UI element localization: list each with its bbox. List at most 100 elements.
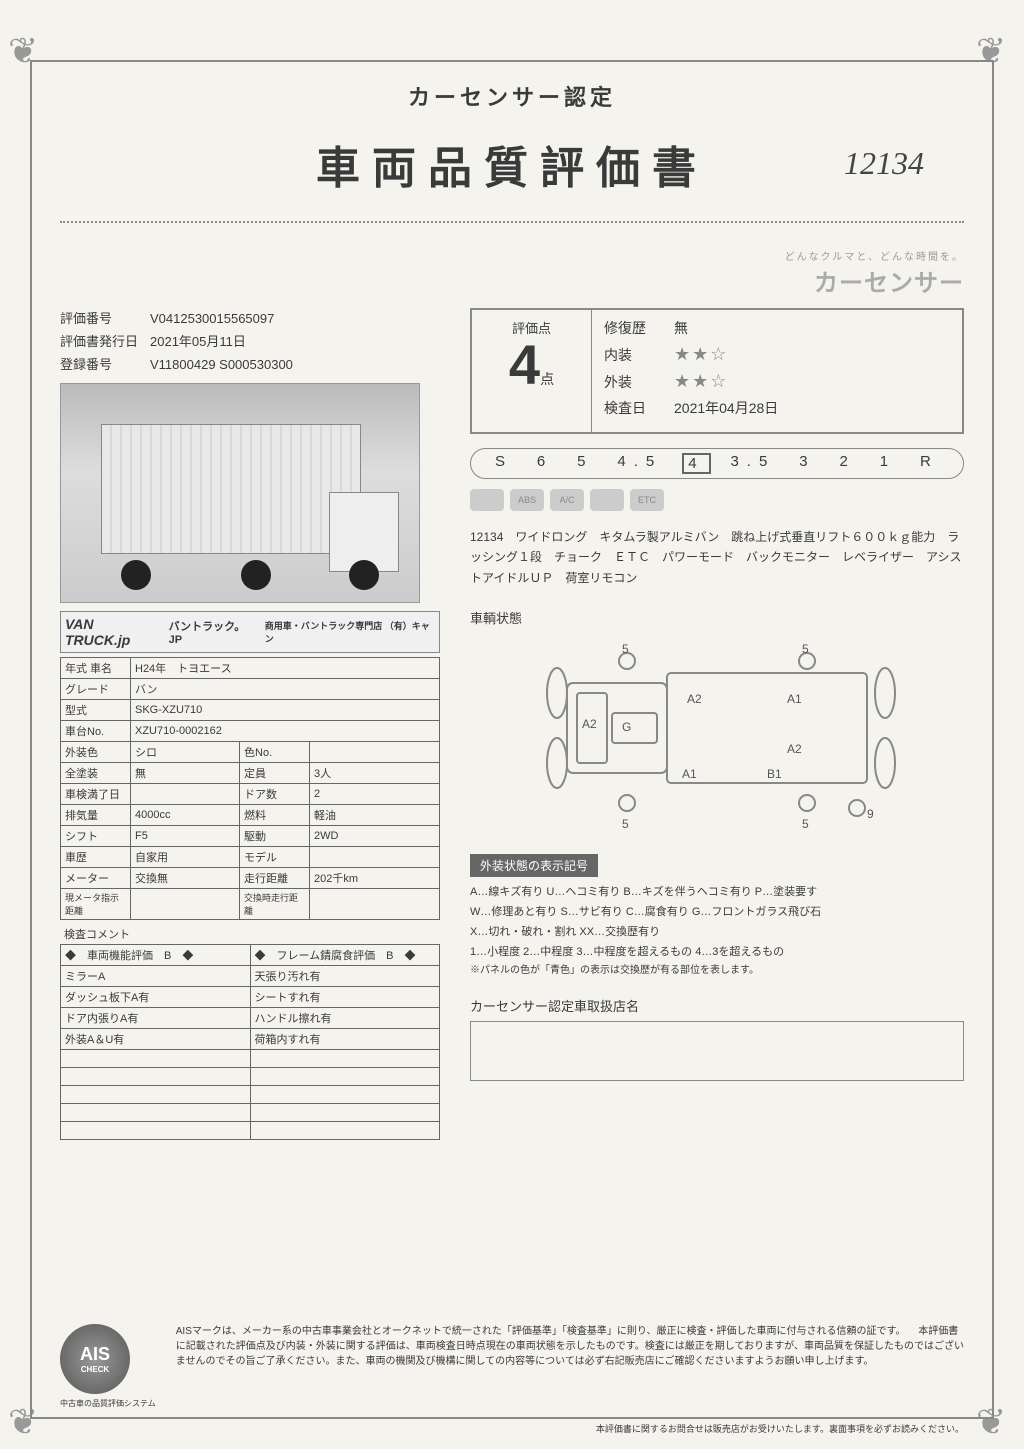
dealer-title: カーセンサー認定車取扱店名 (470, 996, 964, 1015)
legend-line: X…切れ・破れ・割れ XX…交換歴有り (470, 923, 964, 943)
diagram-title: 車輌状態 (470, 608, 964, 627)
spec-label: モデル (240, 847, 310, 868)
repair-value: 無 (674, 318, 688, 338)
spec-value: 交換無 (131, 868, 240, 889)
issue-date: 2021年05月11日 (150, 334, 246, 349)
dealer-logo-bar: VAN TRUCK.jp バントラック。JP 商用車・バントラック専門店 （有）… (60, 611, 440, 653)
scale-item: S (491, 453, 517, 474)
repair-label: 修復歴 (604, 318, 674, 338)
brand-tagline: どんなクルマと、どんな時間を。 (60, 248, 964, 263)
comment-cell: ハンドル擦れ有 (250, 1008, 440, 1029)
separator (60, 221, 964, 223)
scale-item: 6 (533, 453, 557, 474)
comment-header: 検査コメント (60, 924, 440, 944)
scale-item: 1 (876, 453, 900, 474)
spec-value: XZU710-0002162 (131, 721, 440, 742)
vehicle-diagram: A1 A2 A2 G A2 A1 B1 5 5 5 5 9 (470, 633, 964, 833)
comment-cell: シートすれ有 (250, 987, 440, 1008)
svg-text:A1: A1 (682, 767, 697, 781)
interior-stars: ★★☆ (674, 344, 728, 365)
spec-value: 4000cc (131, 805, 240, 826)
feature-badge: ETC (630, 489, 664, 511)
legend-text: A…線キズ有り U…ヘコミ有り B…キズを伴うヘコミ有り P…塗装要す W…修理… (470, 883, 964, 980)
svg-text:G: G (622, 720, 631, 734)
spec-label: 車台No. (61, 721, 131, 742)
comment-cell (61, 1068, 251, 1086)
score-box: 評価点 4点 修復歴無 内装★★☆ 外装★★☆ 検査日2021年04月28日 (470, 308, 964, 434)
spec-value (310, 847, 440, 868)
spec-label: 車検満了日 (61, 784, 131, 805)
spec-label: 色No. (240, 742, 310, 763)
comment-cell: ドア内張りA有 (61, 1008, 251, 1029)
spec-label: 現メータ指示距離 (61, 889, 131, 920)
comment-cell (250, 1122, 440, 1140)
scale-item: 5 (573, 453, 597, 474)
spec-label: メーター (61, 868, 131, 889)
comment-cell: ダッシュ板下A有 (61, 987, 251, 1008)
handwritten-number: 12134 (844, 145, 924, 182)
spec-value: バン (131, 679, 440, 700)
spec-value: 自家用 (131, 847, 240, 868)
comment-cell: 荷箱内すれ有 (250, 1029, 440, 1050)
description: 12134 ワイドロング キタムラ製アルミバン 跳ね上げ式垂直リフト６００ｋｇ能… (470, 527, 964, 588)
comment-cell (250, 1068, 440, 1086)
legend-header: 外装状態の表示記号 (470, 854, 598, 877)
spec-value: 202千km (310, 868, 440, 889)
spec-value: 無 (131, 763, 240, 784)
scale-bar: S654.543.5321R (470, 448, 964, 479)
spec-value: 2WD (310, 826, 440, 847)
logo-main: VAN TRUCK.jp (65, 616, 161, 648)
scale-item: 2 (836, 453, 860, 474)
ais-badge: AIS CHECK (60, 1324, 130, 1394)
svg-text:5: 5 (622, 817, 629, 831)
spec-label: 排気量 (61, 805, 131, 826)
comment-col-header: ◆ 車両機能評価 B ◆ (61, 945, 251, 966)
footnote: 本評価書に関するお問合せは販売店がお受けいたします。裏面事項を必ずお読みください… (596, 1417, 964, 1435)
score-unit: 点 (540, 371, 554, 387)
eval-no-label: 評価番号 (60, 308, 150, 327)
spec-label: 型式 (61, 700, 131, 721)
spec-label: 車歴 (61, 847, 131, 868)
spec-value: SKG-XZU710 (131, 700, 440, 721)
spec-label: 年式 車名 (61, 658, 131, 679)
svg-text:A2: A2 (787, 742, 802, 756)
comment-cell (61, 1104, 251, 1122)
spec-label: 燃料 (240, 805, 310, 826)
spec-value (310, 889, 440, 920)
footer-text: AISマークは、メーカー系の中古車事業会社とオークネットで統一された「評価基準」… (176, 1324, 964, 1369)
reg-no: V11800429 S000530300 (150, 357, 293, 372)
spec-label: 走行距離 (240, 868, 310, 889)
svg-text:A2: A2 (687, 692, 702, 706)
legend-note: ※パネルの色が「青色」の表示は交換歴が有る部位を表します。 (470, 962, 964, 980)
ais-main: AIS (80, 1344, 110, 1365)
svg-text:B1: B1 (767, 767, 782, 781)
legend-line: W…修理あと有り S…サビ有り C…腐食有り G…フロントガラス飛び石 (470, 903, 964, 923)
badges-row: ABSA/CETC (470, 489, 964, 511)
subtitle: カーセンサー認定 (60, 80, 964, 112)
spec-label: 定員 (240, 763, 310, 784)
spec-value: 2 (310, 784, 440, 805)
inspect-date: 2021年04月28日 (674, 398, 778, 418)
dealer-box (470, 1021, 964, 1081)
comment-cell (61, 1122, 251, 1140)
svg-text:A2: A2 (582, 717, 597, 731)
scale-item: 4.5 (613, 453, 666, 474)
score-value: 4 (509, 333, 540, 396)
comment-cell (61, 1050, 251, 1068)
spec-label: ドア数 (240, 784, 310, 805)
comment-cell (250, 1086, 440, 1104)
eval-no: V0412530015565097 (150, 311, 274, 326)
spec-value: 軽油 (310, 805, 440, 826)
reg-label: 登録番号 (60, 354, 150, 373)
scale-item: 3.5 (726, 453, 779, 474)
feature-badge (590, 489, 624, 511)
spec-label: グレード (61, 679, 131, 700)
issue-label: 評価書発行日 (60, 331, 150, 350)
logo-small: 商用車・バントラック専門店 （有）キャン (265, 619, 435, 645)
comment-cell (250, 1104, 440, 1122)
spec-value: F5 (131, 826, 240, 847)
feature-badge: A/C (550, 489, 584, 511)
comment-cell: ミラーA (61, 966, 251, 987)
vehicle-photo (60, 383, 420, 603)
scale-item: 3 (795, 453, 819, 474)
